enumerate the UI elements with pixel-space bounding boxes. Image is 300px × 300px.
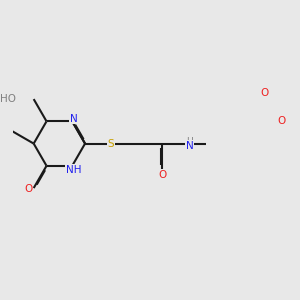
Text: S: S xyxy=(107,139,114,149)
Text: N: N xyxy=(186,141,194,151)
Text: NH: NH xyxy=(66,165,81,175)
Text: HO: HO xyxy=(0,94,16,104)
Text: O: O xyxy=(261,88,269,98)
Text: O: O xyxy=(278,116,286,126)
Text: O: O xyxy=(24,184,33,194)
Text: N: N xyxy=(70,114,77,124)
Text: O: O xyxy=(158,170,166,180)
Text: H: H xyxy=(186,136,193,146)
